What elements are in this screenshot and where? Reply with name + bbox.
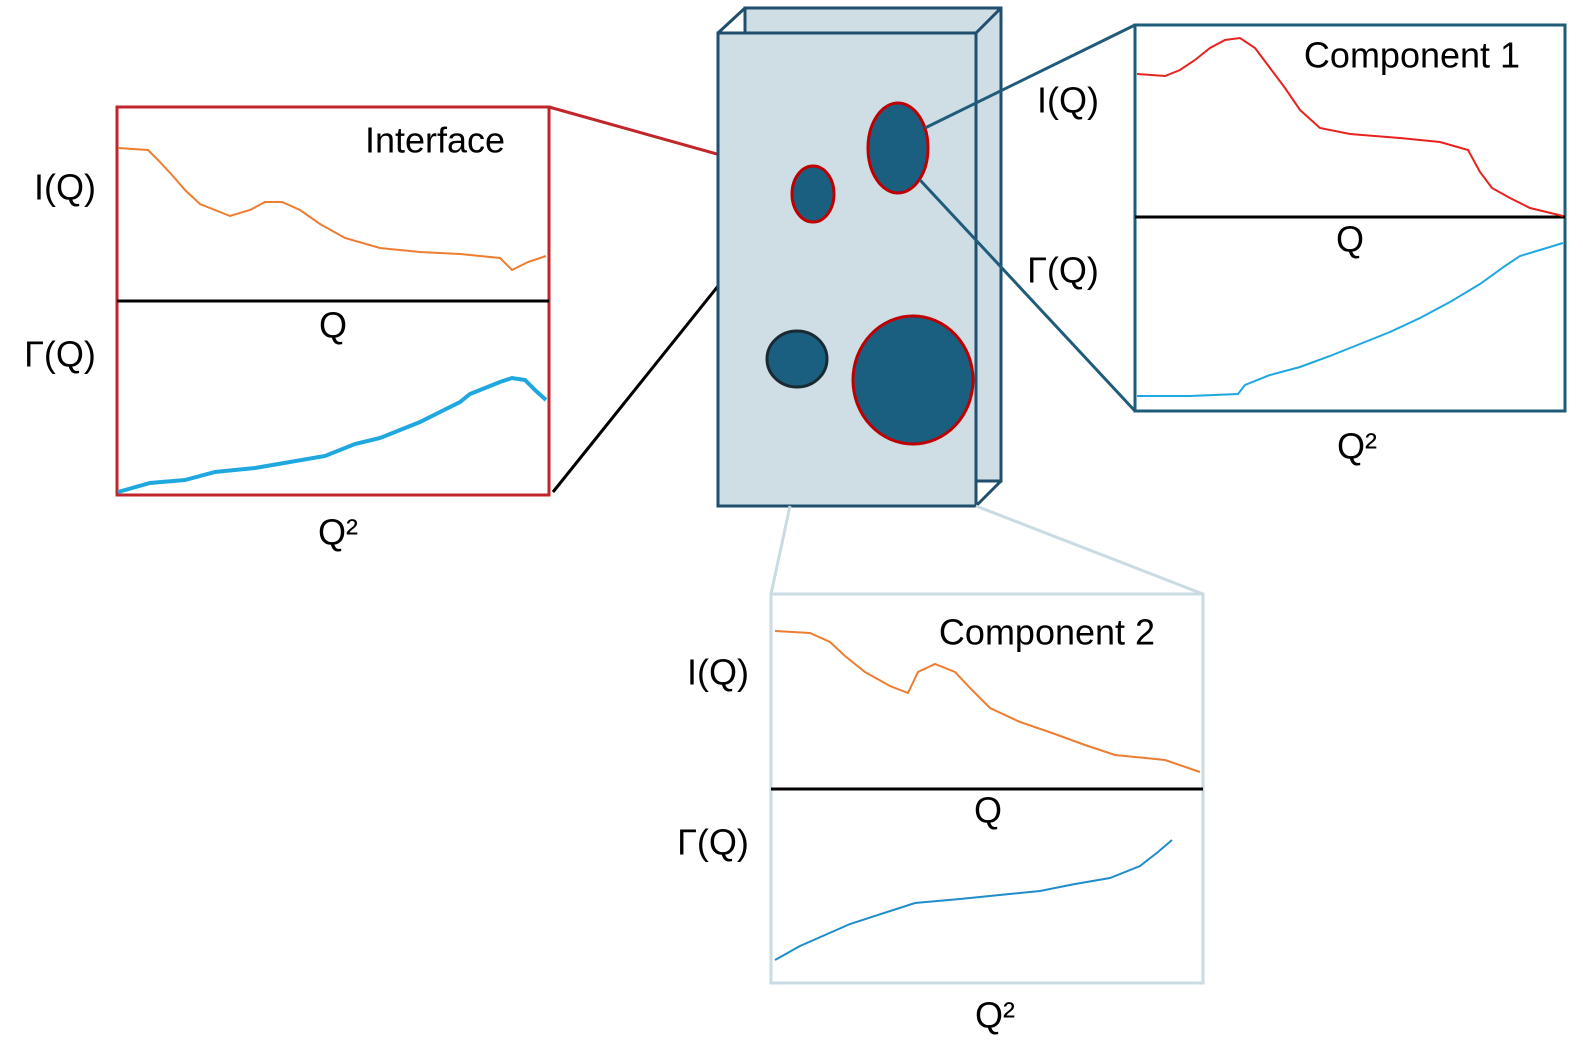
connector xyxy=(976,506,1203,594)
diagram: Interface I(Q) Γ(Q) Q Q² Component 1 I(Q… xyxy=(0,0,1583,1050)
domain xyxy=(792,166,834,222)
divider-label: Q xyxy=(974,790,1002,831)
bottom-label: Q² xyxy=(1337,426,1377,467)
block-edge xyxy=(976,481,1001,506)
lower-label: Γ(Q) xyxy=(1027,250,1099,291)
panel-component-1: Component 1 I(Q) Γ(Q) Q Q² xyxy=(1027,25,1565,467)
domain xyxy=(853,316,973,444)
panel-title: Component 1 xyxy=(1304,35,1520,76)
connector xyxy=(771,506,790,594)
divider-label: Q xyxy=(1336,219,1364,260)
panel-component-2: Component 2 I(Q) Γ(Q) Q Q² xyxy=(677,594,1203,1036)
block-edge xyxy=(718,8,745,33)
domain xyxy=(767,331,827,387)
panel-interface: Interface I(Q) Γ(Q) Q Q² xyxy=(24,107,549,553)
upper-label: I(Q) xyxy=(1037,80,1099,121)
domain xyxy=(868,103,928,193)
bottom-label: Q² xyxy=(318,512,358,553)
panel-title: Component 2 xyxy=(939,612,1155,653)
lower-label: Γ(Q) xyxy=(24,334,96,375)
lower-label: Γ(Q) xyxy=(677,822,749,863)
upper-label: I(Q) xyxy=(34,167,96,208)
divider-label: Q xyxy=(319,305,347,346)
panel-title: Interface xyxy=(365,120,505,161)
upper-label: I(Q) xyxy=(687,652,749,693)
bottom-label: Q² xyxy=(975,995,1015,1036)
